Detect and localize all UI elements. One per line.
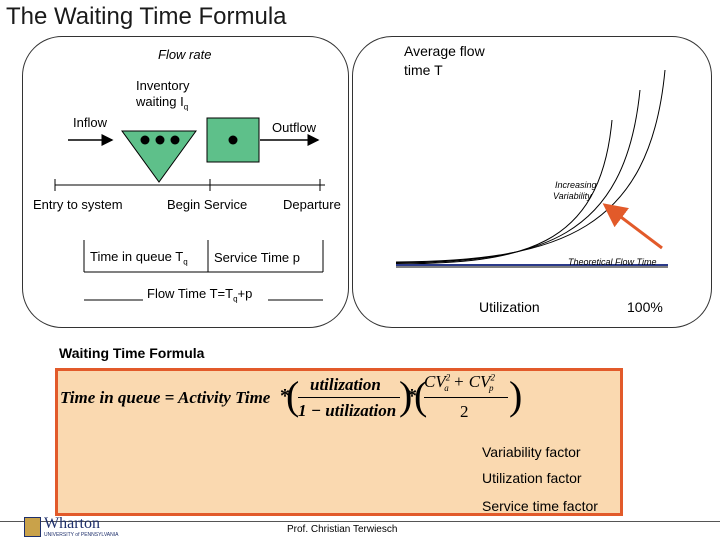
- queue-triangle: [121, 130, 197, 183]
- theoretical-flow-time-label: Theoretical Flow Time: [568, 257, 657, 267]
- graph-panel: [352, 36, 712, 328]
- inflow-label: Inflow: [73, 115, 107, 130]
- footer-line: [0, 521, 720, 522]
- wharton-logo-sub: UNIVERSITY of PENNSYLVANIA: [44, 532, 119, 538]
- hundred-percent-label: 100%: [627, 299, 663, 315]
- service-time-factor-label: Service time factor: [482, 498, 598, 514]
- cv-denominator: 2: [460, 402, 469, 421]
- utilization-axis-label: Utilization: [479, 299, 540, 315]
- formula-lhs: Time in queue = Activity Time: [60, 388, 271, 407]
- flow-rate-label: Flow rate: [158, 47, 212, 62]
- process-panel: [22, 36, 349, 328]
- avg-flow-time-label-1: Average flow: [404, 43, 485, 59]
- begin-service-label: Begin Service: [167, 197, 248, 212]
- entry-label: Entry to system: [33, 197, 123, 212]
- increasing-variability-label-2: Variability: [553, 191, 592, 201]
- increasing-variability-arrow: [602, 203, 663, 250]
- utilization-factor-label: Utilization factor: [482, 470, 582, 486]
- flow-time-curves: [395, 69, 666, 265]
- inventory-label-1: Inventory: [136, 78, 190, 93]
- avg-flow-time-label-2: time T: [404, 62, 443, 78]
- service-time-label: Service Time p: [214, 250, 300, 265]
- slide-title: The Waiting Time Formula: [6, 3, 287, 30]
- formula-heading: Waiting Time Formula: [59, 345, 205, 361]
- departure-label: Departure: [283, 197, 341, 212]
- wharton-logo: Wharton: [44, 515, 100, 532]
- inventory-label-2: waiting Iq: [136, 94, 189, 112]
- footer-author: Prof. Christian Terwiesch: [287, 524, 398, 535]
- shield-icon: [24, 517, 41, 537]
- time-in-queue-label: Time in queue Tq: [90, 249, 188, 267]
- flow-time-label: Flow Time T=Tq+p: [147, 286, 253, 304]
- variability-factor-label: Variability factor: [482, 444, 581, 460]
- cv-numerator: CV2a + CV2p: [424, 372, 495, 394]
- increasing-variability-label-1: Increasing: [555, 180, 597, 190]
- util-numerator: utilization: [310, 375, 381, 394]
- outflow-label: Outflow: [272, 120, 317, 135]
- formula-box: [55, 368, 623, 516]
- util-denominator: 1 − utilization: [298, 401, 397, 420]
